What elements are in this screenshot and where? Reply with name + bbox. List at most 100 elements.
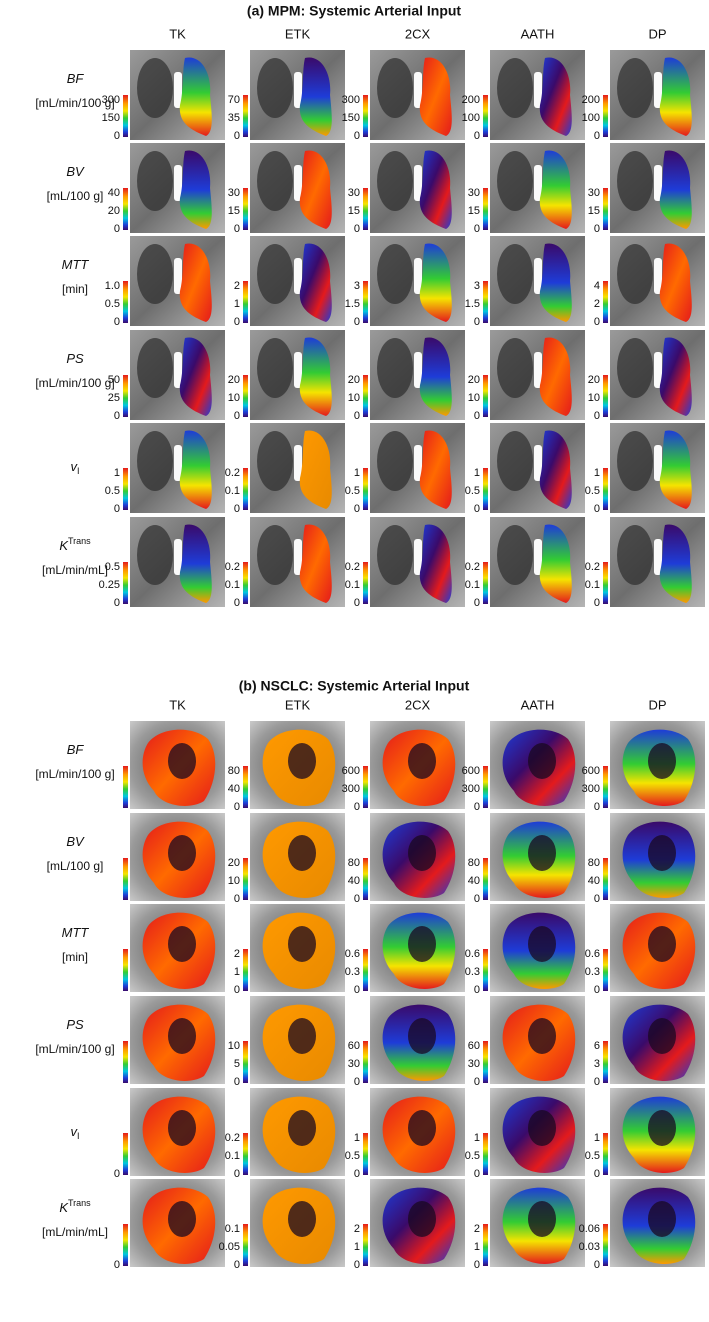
aorta (534, 445, 542, 481)
colorbar-tick-label: 35 (228, 112, 240, 124)
panel-title: (a) MPM: Systemic Arterial Input (247, 3, 462, 19)
map-cell (363, 50, 465, 140)
column-header: 2CX (405, 697, 431, 712)
colorbar-tick-label: 0 (594, 1259, 600, 1271)
colorbar-tick-label: 0 (234, 316, 240, 328)
colorbar (123, 562, 128, 604)
row-unit: [mL/100 g] (47, 189, 104, 203)
tumour-core (648, 743, 676, 779)
colorbar (123, 468, 128, 510)
colorbar (123, 1041, 128, 1083)
colorbar-tick-label: 1 (474, 1132, 480, 1144)
colorbar-tick-label: 200 (582, 94, 600, 106)
row-label: vI (70, 1124, 79, 1141)
map-cell (603, 813, 705, 901)
colorbar-tick-label: 0.5 (585, 1150, 600, 1162)
column-header: TK (169, 26, 186, 41)
lung-left (257, 525, 293, 585)
colorbar-tick-label: 40 (348, 875, 360, 887)
colorbar (243, 858, 248, 900)
colorbar-tick-label: 60 (348, 1040, 360, 1052)
aorta (654, 352, 662, 388)
lung-left (617, 58, 653, 118)
colorbar-tick-label: 0 (474, 316, 480, 328)
row-name: K (59, 538, 69, 553)
colorbar-tick-label: 70 (228, 94, 240, 106)
tumour-core (168, 1018, 196, 1054)
colorbar (483, 1224, 488, 1266)
tumour-core (408, 835, 436, 871)
row-subscript: I (77, 466, 80, 476)
row-label: KTrans (59, 536, 91, 553)
colorbar-tick-label: 0.2 (225, 467, 240, 479)
aorta (654, 539, 662, 575)
colorbar-tick-label: 0 (114, 1168, 120, 1180)
aorta (294, 352, 302, 388)
parameter-map (419, 57, 452, 136)
parameter-map (659, 57, 692, 136)
colorbar-tick-label: 1 (114, 467, 120, 479)
colorbar-tick-label: 80 (468, 857, 480, 869)
lung-left (497, 151, 533, 211)
column-header: AATH (521, 26, 555, 41)
row-name: K (59, 1200, 69, 1215)
colorbar-tick-label: 0 (354, 130, 360, 142)
parameter-map (539, 524, 572, 603)
colorbar-tick-label: 60 (468, 1040, 480, 1052)
colorbar-tick-label: 0.1 (225, 1150, 240, 1162)
parameter-map (659, 243, 692, 322)
colorbar-tick-label: 600 (582, 765, 600, 777)
colorbar-tick-label: 0.03 (579, 1241, 600, 1253)
colorbar (243, 1133, 248, 1175)
parameter-map (539, 57, 572, 136)
colorbar-tick-label: 0 (594, 503, 600, 515)
tumour-core (408, 926, 436, 962)
map-cell (243, 721, 345, 809)
colorbar-tick-label: 0.3 (585, 966, 600, 978)
tumour-core (648, 1018, 676, 1054)
row-name: MTT (62, 257, 90, 272)
parameter-map (179, 430, 212, 509)
colorbar-tick-label: 0 (114, 223, 120, 235)
row-unit: [min] (62, 282, 88, 296)
colorbar-tick-label: 0 (354, 410, 360, 422)
colorbar-tick-label: 300 (342, 94, 360, 106)
colorbar-tick-label: 10 (588, 392, 600, 404)
colorbar (603, 188, 608, 230)
colorbar-tick-label: 0 (594, 410, 600, 422)
aorta (174, 165, 182, 201)
aorta (414, 165, 422, 201)
colorbar (123, 375, 128, 417)
colorbar (243, 95, 248, 137)
colorbar-tick-label: 0.1 (225, 1223, 240, 1235)
colorbar-tick-label: 600 (462, 765, 480, 777)
colorbar-tick-label: 15 (348, 205, 360, 217)
lung-left (257, 431, 293, 491)
map-cell (123, 236, 225, 326)
aorta (534, 352, 542, 388)
colorbar (603, 95, 608, 137)
colorbar-tick-label: 1.5 (345, 298, 360, 310)
colorbar-tick-label: 6 (594, 1040, 600, 1052)
colorbar-tick-label: 0.1 (465, 579, 480, 591)
colorbar (363, 188, 368, 230)
tumour-core (528, 743, 556, 779)
column-header: ETK (285, 26, 311, 41)
colorbar (603, 562, 608, 604)
colorbar (483, 1133, 488, 1175)
colorbar-tick-label: 0.6 (465, 948, 480, 960)
colorbar-tick-label: 20 (228, 857, 240, 869)
colorbar-tick-label: 0 (114, 1259, 120, 1271)
colorbar (123, 858, 128, 900)
colorbar (363, 949, 368, 991)
colorbar-tick-label: 0.1 (225, 579, 240, 591)
row-label: PS (66, 351, 84, 366)
column-header: DP (648, 26, 666, 41)
colorbar-tick-label: 20 (468, 374, 480, 386)
lung-left (257, 244, 293, 304)
parameter-map (659, 430, 692, 509)
colorbar-tick-label: 30 (348, 1058, 360, 1070)
colorbar-tick-label: 1 (354, 1132, 360, 1144)
aorta (654, 165, 662, 201)
row-unit: [mL/min/100 g] (35, 376, 114, 390)
